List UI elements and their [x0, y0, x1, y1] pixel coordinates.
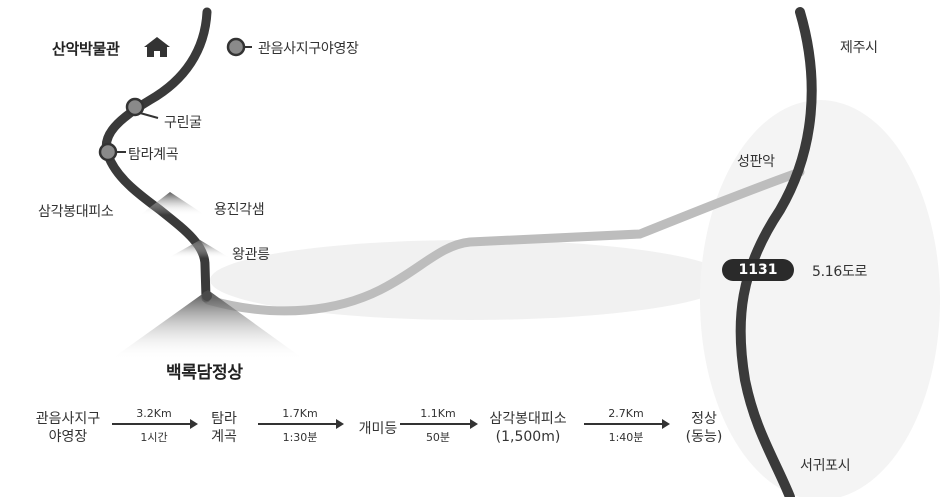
step-line2: (1,500m): [495, 429, 561, 445]
step-line1: 정상: [691, 411, 717, 427]
leg-distance: 3.2Km: [136, 407, 172, 420]
leg-time: 1:30분: [282, 431, 318, 444]
route-leg-4: 2.7Km 1:40분: [584, 407, 670, 445]
arrow-right-icon: [112, 419, 198, 429]
route-step-camp: 관음사지구 야영장: [28, 410, 108, 446]
route-step-gaemideung: 개미등: [348, 420, 408, 438]
yongjin-label: 용진각샘: [214, 202, 265, 218]
seongpanak-label: 성판악: [737, 154, 775, 170]
step-line1: 삼각봉대피소: [489, 411, 567, 427]
arrow-right-icon: [400, 419, 478, 429]
camp-label: 관음사지구야영장: [258, 41, 359, 57]
gurin-cave-label: 구린굴: [164, 115, 202, 131]
leg-time: 1:40분: [608, 431, 644, 444]
arrow-right-icon: [584, 419, 670, 429]
pin-icon: [98, 142, 126, 162]
route-leg-2: 1.7Km 1:30분: [258, 407, 344, 445]
tamra-valley-label: 탐라계곡: [128, 147, 179, 163]
step-line1: 탐라: [211, 411, 237, 427]
road-516-label: 5.16도로: [812, 264, 868, 280]
route-step-samgak: 삼각봉대피소 (1,500m): [478, 410, 578, 446]
mountain-icon: [140, 192, 205, 215]
step-line1: 개미등: [358, 421, 398, 437]
seogwipo-label: 서귀포시: [800, 458, 851, 474]
pin-icon: [226, 37, 252, 57]
leg-time: 50분: [425, 431, 451, 444]
route-step-summit: 정상 (동능): [676, 410, 732, 446]
route-1131-badge: 1131: [722, 259, 794, 281]
arrow-right-icon: [258, 419, 344, 429]
mountain-icon: [168, 240, 230, 258]
route-leg-3: 1.1Km 50분: [400, 407, 478, 445]
leg-time: 1시간: [140, 431, 168, 444]
pin-icon: [125, 97, 159, 119]
step-line2: 계곡: [211, 429, 237, 445]
leg-distance: 2.7Km: [608, 407, 644, 420]
seongpanak-trail: [203, 167, 805, 316]
step-line2: (동능): [685, 429, 723, 445]
route-step-tamra: 탐라 계곡: [200, 410, 248, 446]
leg-distance: 1.7Km: [282, 407, 318, 420]
house-icon: [144, 37, 170, 57]
samgak-shelter-label: 삼각봉대피소: [38, 204, 114, 220]
museum-label: 산악박물관: [52, 40, 120, 58]
step-line2: 야영장: [48, 429, 88, 445]
step-line1: 관음사지구: [35, 411, 101, 427]
route-leg-1: 3.2Km 1시간: [112, 407, 198, 445]
leg-distance: 1.1Km: [420, 407, 456, 420]
mountain-icon: [110, 290, 305, 360]
jeju-city-label: 제주시: [840, 40, 878, 56]
wanggwan-label: 왕관릉: [232, 247, 270, 263]
summit-label: 백록담정상: [166, 363, 243, 383]
